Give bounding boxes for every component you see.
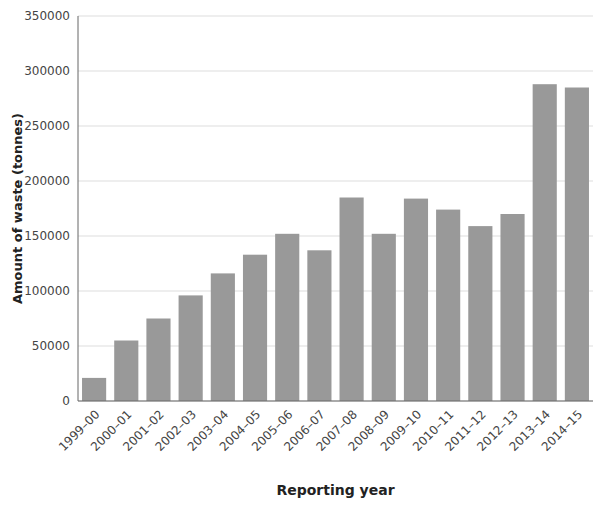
y-tick-label: 350000	[24, 9, 70, 23]
bar	[275, 234, 299, 401]
y-tick-label: 200000	[24, 174, 70, 188]
y-grid	[78, 16, 593, 401]
x-axis-title: Reporting year	[276, 482, 394, 498]
grid-line	[78, 181, 593, 182]
x-axis-line	[78, 401, 593, 402]
bar	[565, 88, 589, 402]
bar	[468, 226, 492, 401]
bar	[82, 378, 106, 401]
grid-line	[78, 126, 593, 127]
bar	[340, 198, 364, 402]
bar	[436, 210, 460, 401]
y-tick-label: 250000	[24, 119, 70, 133]
bar	[243, 255, 267, 401]
bar	[404, 199, 428, 401]
y-tick-label: 300000	[24, 64, 70, 78]
bar	[179, 295, 203, 401]
x-tick-label: 2014–15	[539, 407, 586, 454]
y-tick-label: 150000	[24, 229, 70, 243]
y-axis-title: Amount of waste (tonnes)	[10, 113, 25, 304]
bar	[372, 234, 396, 401]
chart-svg: 0 50000 100000 150000 200000 250000 300000 3500…	[0, 0, 609, 505]
grid-line	[78, 401, 593, 402]
grid-line	[78, 16, 593, 17]
bar	[146, 319, 170, 402]
y-tick-label: 50000	[32, 339, 70, 353]
bars	[82, 84, 589, 401]
bar	[114, 341, 138, 402]
y-axis-line	[78, 16, 79, 401]
bar	[500, 214, 524, 401]
grid-line	[78, 71, 593, 72]
y-ticks: 0 50000 100000 150000 200000 250000 300000 3500…	[24, 9, 70, 408]
y-tick-label: 0	[62, 394, 70, 408]
y-tick-label: 100000	[24, 284, 70, 298]
x-ticks: 1999–002000–012001–022002–032003–042004–…	[56, 407, 585, 454]
bar	[533, 84, 557, 401]
chart-container: 0 50000 100000 150000 200000 250000 300000 3500…	[0, 0, 609, 505]
bar	[211, 273, 235, 401]
bar	[307, 250, 331, 401]
